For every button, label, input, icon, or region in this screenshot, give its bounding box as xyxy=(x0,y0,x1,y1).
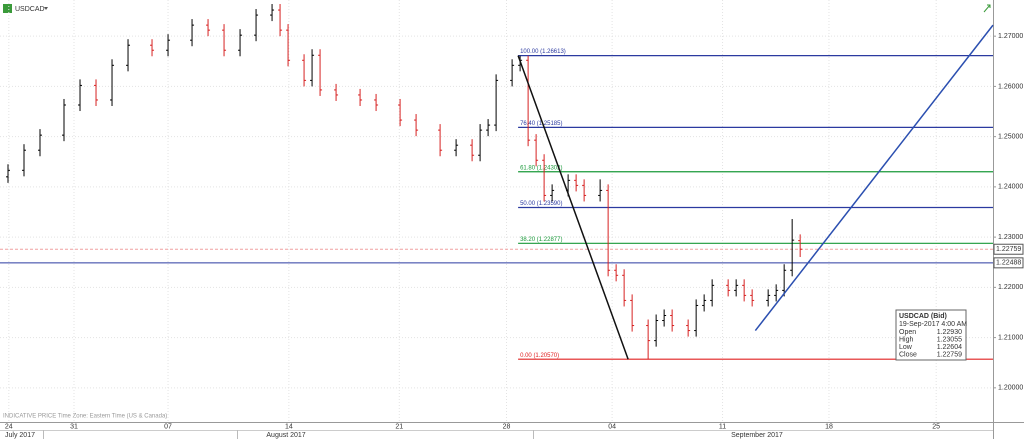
symbol-icon[interactable] xyxy=(3,4,12,13)
x-tick-label: 28 xyxy=(503,423,511,430)
month-label: September 2017 xyxy=(731,432,783,439)
tooltip-value: 1.22759 xyxy=(937,351,962,358)
fib-label: 61.80 (1.24302) xyxy=(520,165,562,171)
y-tick-label: 1.25000 xyxy=(998,133,1023,140)
x-tick-label: 21 xyxy=(395,423,403,430)
y-tick-label: 1.20000 xyxy=(998,385,1023,392)
fib-label: 0.00 (1.20570) xyxy=(520,353,559,359)
tooltip-label: Open xyxy=(899,329,916,336)
y-tick-label: 1.22000 xyxy=(998,284,1023,291)
tooltip-label: High xyxy=(899,336,914,343)
y-tick-label: 1.26000 xyxy=(998,83,1023,90)
tooltip-label: Close xyxy=(899,351,917,358)
y-tick-label: 1.21000 xyxy=(998,334,1023,341)
trend-line xyxy=(754,24,994,332)
price-label-box xyxy=(993,257,1024,269)
y-tick-label: 1.23000 xyxy=(998,234,1023,241)
expand-icon[interactable] xyxy=(983,4,991,13)
tooltip-value: 1.23055 xyxy=(937,336,962,343)
fib-label: 50.00 (1.23590) xyxy=(520,201,562,207)
month-label: July 2017 xyxy=(5,432,35,439)
y-tick-label: 1.24000 xyxy=(998,184,1023,191)
dropdown-arrow[interactable] xyxy=(44,7,48,10)
x-tick-label: 04 xyxy=(608,423,616,430)
price-label: 1.22759 xyxy=(996,246,1021,253)
tooltip-box xyxy=(895,309,967,361)
fib-label: 100.00 (1.26613) xyxy=(520,49,566,55)
x-tick-label: 11 xyxy=(719,423,726,430)
tooltip-title: USDCAD (Bid) xyxy=(899,313,947,320)
fib-label: 38.20 (1.22877) xyxy=(520,237,562,243)
tooltip-label: Low xyxy=(899,344,913,351)
x-tick-label: 07 xyxy=(164,423,172,430)
x-tick-label: 25 xyxy=(932,423,940,430)
x-tick-label: 14 xyxy=(285,423,293,430)
x-tick-label: 31 xyxy=(70,423,78,430)
x-tick-label: 18 xyxy=(825,423,833,430)
price-label: 1.22488 xyxy=(996,260,1021,267)
y-tick-label: 1.27000 xyxy=(998,33,1023,40)
price-label-box xyxy=(993,243,1024,255)
tooltip-date: 19-Sep-2017 4:00 AM xyxy=(899,321,967,328)
x-tick-label: 24 xyxy=(5,423,13,430)
fib-label: 76.40 (1.25185) xyxy=(520,121,562,127)
tooltip-value: 1.22604 xyxy=(937,344,962,351)
trend-line xyxy=(517,55,629,360)
symbol[interactable]: USDCAD xyxy=(15,6,45,13)
footer-note: INDICATIVE PRICE Time Zone: Eastern Time… xyxy=(3,414,167,420)
tooltip-value: 1.22930 xyxy=(937,329,962,336)
month-label: August 2017 xyxy=(266,432,305,439)
